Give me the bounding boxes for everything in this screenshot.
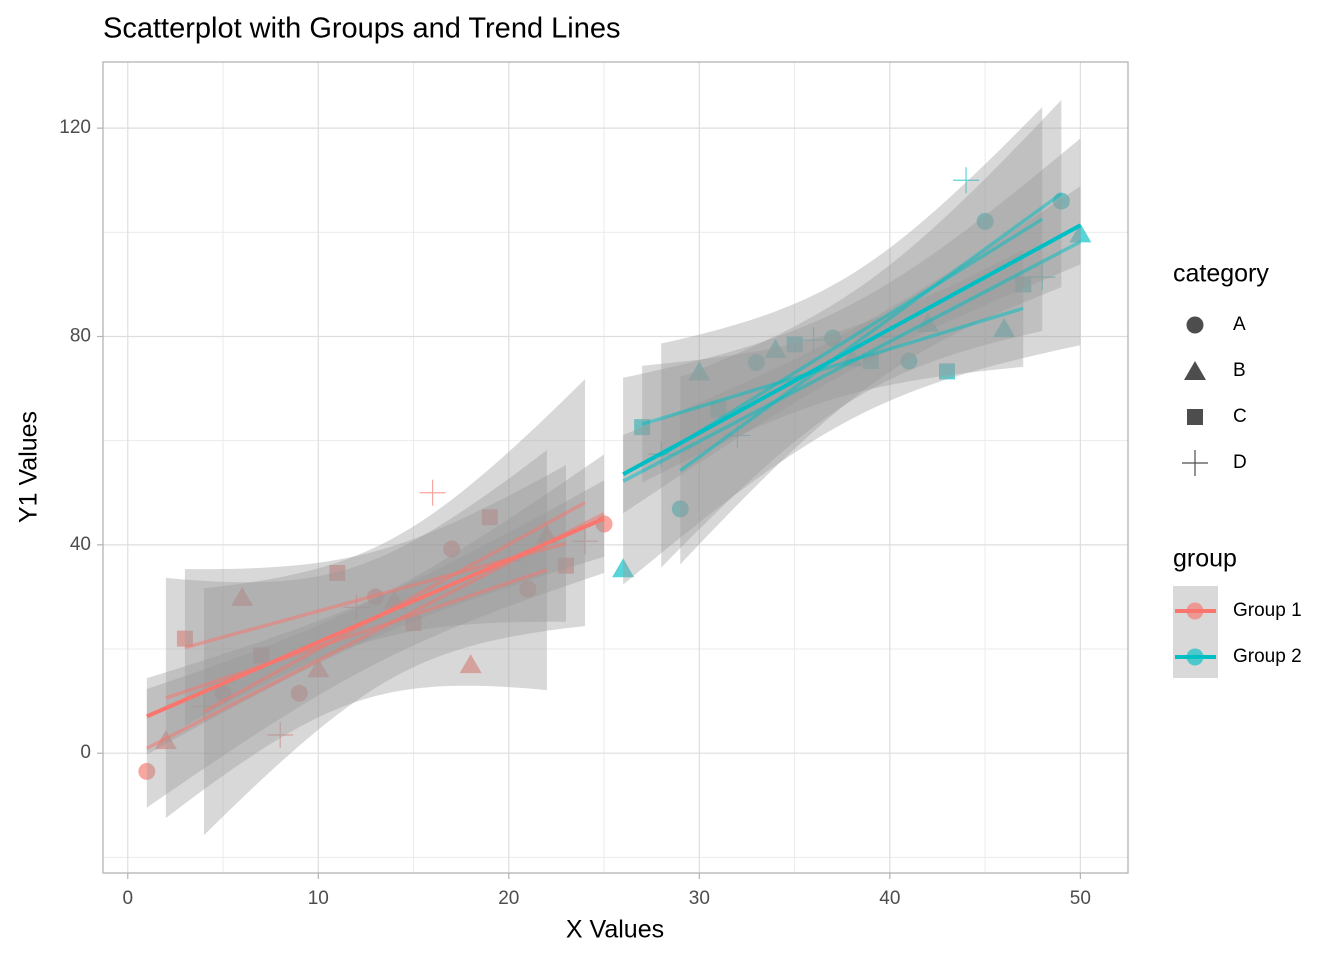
- x-tick-label: 0: [122, 888, 133, 909]
- x-tick-label: 30: [689, 888, 710, 909]
- y-tick-label: 120: [59, 117, 91, 138]
- legend-key: [1187, 409, 1203, 425]
- x-tick-label: 50: [1070, 888, 1091, 909]
- legend-label: Group 2: [1233, 646, 1302, 667]
- y-tick-label: 80: [70, 326, 91, 347]
- x-tick-label: 10: [308, 888, 329, 909]
- x-tick-label: 40: [879, 888, 900, 909]
- x-tick-label: 20: [498, 888, 519, 909]
- y-tick-label: 0: [80, 742, 91, 763]
- legend-label: B: [1233, 360, 1246, 381]
- legend-label: C: [1233, 406, 1247, 427]
- chart-title: Scatterplot with Groups and Trend Lines: [103, 13, 620, 45]
- legend-key: [1187, 317, 1204, 334]
- y-tick-label: 40: [70, 534, 91, 555]
- legend-label: Group 1: [1233, 600, 1302, 621]
- legend-label: A: [1233, 314, 1246, 335]
- legend-label: D: [1233, 452, 1247, 473]
- legend-title: category: [1173, 260, 1269, 288]
- y-axis-label: Y1 Values: [15, 411, 43, 523]
- x-axis-label: X Values: [566, 916, 664, 944]
- legend-key: [1187, 649, 1204, 666]
- legend-title: group: [1173, 545, 1237, 573]
- legend-key: [1187, 603, 1204, 620]
